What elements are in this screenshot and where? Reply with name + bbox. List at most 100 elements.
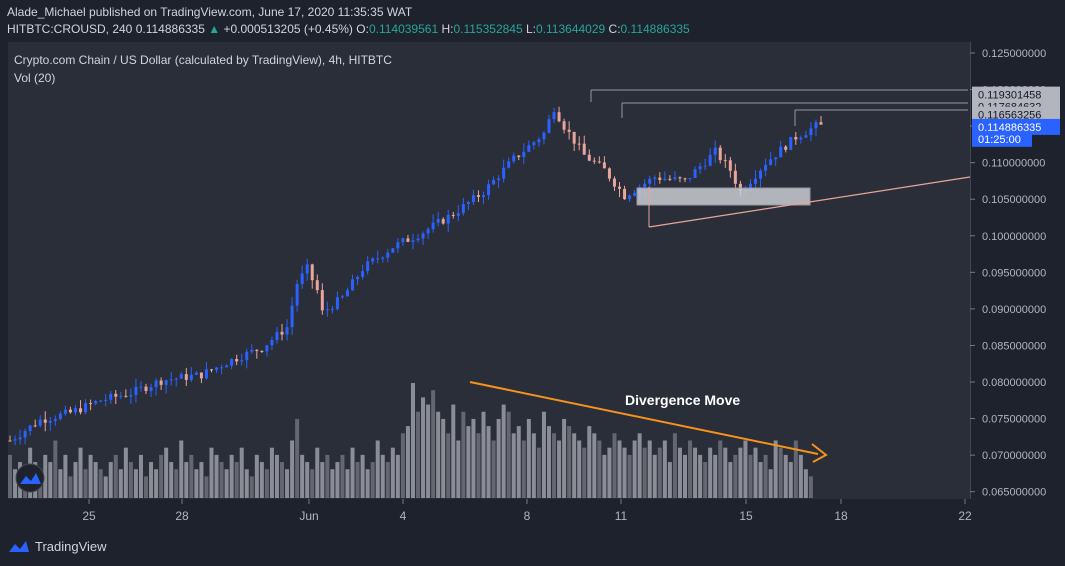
x-tick-label: Jun xyxy=(299,509,318,523)
candle-body xyxy=(335,297,339,310)
candle-body xyxy=(199,372,203,379)
volume-bar xyxy=(652,454,657,498)
candle-body xyxy=(159,380,163,385)
volume-bar xyxy=(511,433,516,498)
candle-body xyxy=(482,195,486,197)
candle-body xyxy=(748,183,752,190)
candle-body xyxy=(295,284,299,306)
volume-bar xyxy=(285,469,290,498)
ohlc-line: HITBTC:CROUSD, 240 0.114886335 ▲ +0.0005… xyxy=(7,22,690,36)
candle-body xyxy=(431,222,435,230)
volume-bar xyxy=(476,433,481,498)
candle-body xyxy=(612,178,616,187)
volume-bar xyxy=(728,462,733,498)
candle-body xyxy=(174,378,178,380)
candle-body xyxy=(587,154,591,161)
volume-bar xyxy=(144,476,149,498)
volume-bar xyxy=(587,426,592,498)
x-tick-label: 11 xyxy=(615,509,628,523)
candle-body xyxy=(794,136,798,140)
divergence-arrow[interactable] xyxy=(469,381,819,455)
tradingview-brand[interactable]: TradingView xyxy=(8,538,107,554)
volume-bar xyxy=(562,418,567,498)
high-value: 0.115352845 xyxy=(453,22,523,36)
volume-bar xyxy=(617,440,622,498)
volume-bar xyxy=(380,454,385,498)
candle-body xyxy=(209,369,213,371)
y-tick-label: 0.100000000 xyxy=(982,231,1046,243)
candle-body xyxy=(89,403,93,405)
candle-body xyxy=(401,238,405,243)
low-label: L: xyxy=(526,22,537,36)
candle-body xyxy=(769,159,773,165)
candle-body xyxy=(733,170,737,184)
volume-bar xyxy=(526,418,531,498)
change-value: +0.000513205 (+0.45%) xyxy=(223,22,353,36)
candle-body xyxy=(340,296,344,298)
volume-bar xyxy=(632,440,637,498)
candle-body xyxy=(73,408,77,413)
candle-body xyxy=(668,178,672,180)
candle-body xyxy=(623,188,627,200)
volume-bar xyxy=(254,454,259,498)
volume-bar xyxy=(43,454,48,498)
candle-body xyxy=(607,168,611,179)
volume-bar xyxy=(164,447,169,498)
volume-bar xyxy=(572,433,577,498)
volume-bar xyxy=(783,454,788,498)
volume-bar xyxy=(758,462,763,498)
candle-body xyxy=(466,202,470,204)
candle-body xyxy=(628,195,632,200)
candle-body xyxy=(18,437,22,440)
volume-bar xyxy=(607,447,612,498)
candle-body xyxy=(94,401,98,404)
close-label: C: xyxy=(608,22,621,36)
candle-body xyxy=(552,112,556,120)
x-tick-label: 22 xyxy=(958,509,972,523)
candle-body xyxy=(754,178,758,184)
candle-body xyxy=(537,139,541,143)
volume-bar xyxy=(93,462,98,498)
candle-body xyxy=(280,331,284,335)
volume-bar xyxy=(149,462,154,498)
candle-body xyxy=(79,408,83,413)
footer xyxy=(0,528,1065,566)
chart-pane[interactable] xyxy=(8,42,970,499)
volume-bar xyxy=(128,462,133,498)
rising-trendline[interactable] xyxy=(648,176,971,228)
volume-bar xyxy=(708,447,713,498)
volume-bar xyxy=(612,433,617,498)
candle-body xyxy=(713,147,717,155)
candle-body xyxy=(366,261,370,272)
candle-body xyxy=(633,192,637,196)
candle-body xyxy=(693,169,697,178)
volume-bar xyxy=(627,454,632,498)
volume-bar xyxy=(133,469,138,498)
y-tick-label: 0.095000000 xyxy=(982,267,1046,279)
price-badge xyxy=(972,130,1032,147)
candle-body xyxy=(764,164,768,171)
candle-body xyxy=(562,121,566,130)
chart-svg[interactable]: Crypto.com Chain / US Dollar (calculated… xyxy=(0,0,1065,528)
volume-bar xyxy=(672,433,677,498)
tv-watermark-icon xyxy=(15,463,45,493)
volume-bar xyxy=(421,397,426,498)
candle-body xyxy=(184,374,188,380)
candle-body xyxy=(290,305,294,328)
candle-body xyxy=(361,271,365,277)
volume-bar xyxy=(300,454,305,498)
candle-body xyxy=(58,413,62,420)
volume-bar xyxy=(637,433,642,498)
volume-bar xyxy=(592,433,597,498)
candle-body xyxy=(134,386,138,395)
volume-bar xyxy=(290,440,295,498)
volume-bar xyxy=(88,454,93,498)
candle-body xyxy=(759,170,763,179)
candle-body xyxy=(487,184,491,196)
candle-body xyxy=(774,157,778,160)
volume-bar xyxy=(249,476,254,498)
volume-bar xyxy=(486,426,491,498)
volume-bar xyxy=(264,469,269,498)
support-zone[interactable] xyxy=(636,187,811,206)
candle-body xyxy=(371,258,375,262)
